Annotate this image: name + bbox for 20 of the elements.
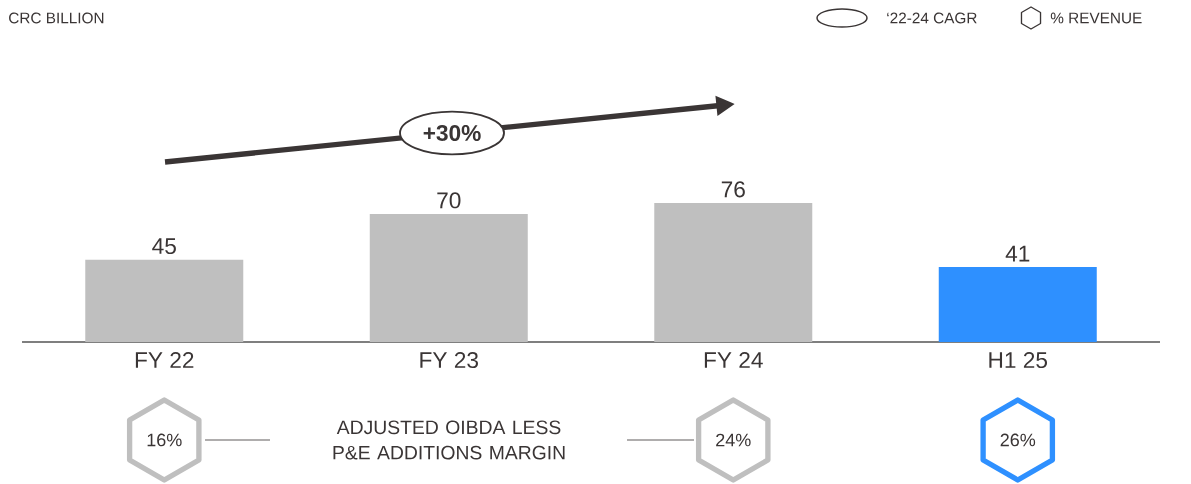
text: 26% [1000,433,1036,447]
bar [85,259,244,342]
bar [369,213,528,342]
text: 24% [716,433,751,447]
text: % REVENUE [1050,12,1142,24]
data-label: 45 [152,238,176,255]
bar [938,267,1097,342]
text: ‘22-24 CAGR [887,12,977,24]
bar [654,202,813,342]
text: ADJUSTED OIBDA LESS P&E ADDITIONS MARGIN [333,420,565,460]
data-label: 70 [437,192,461,209]
data-label: 76 [721,181,745,198]
text: CRC BILLION [9,12,104,24]
data-label: 41 [1005,245,1030,262]
x-tick-label: H1 25 [989,352,1048,369]
x-tick-label: FY 23 [420,352,478,369]
x-tick-label: FY 24 [704,352,763,368]
text: 16% [147,433,182,447]
x-tick-label: FY 22 [135,352,194,368]
text: +30% [423,124,481,142]
